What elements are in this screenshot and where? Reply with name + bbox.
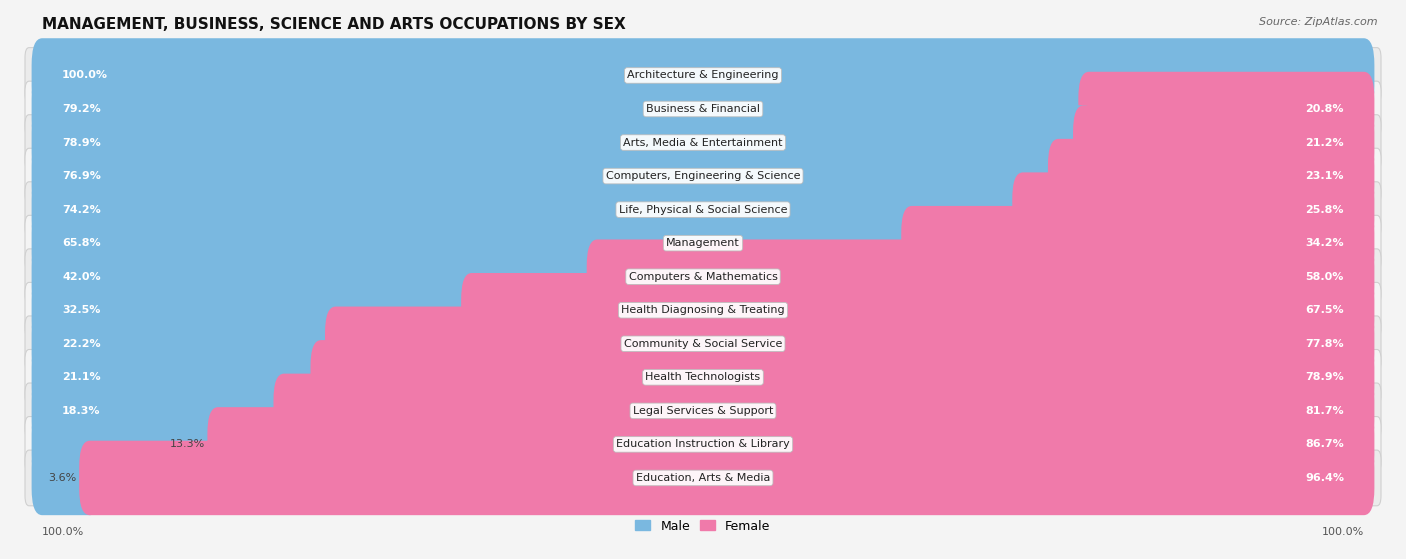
- Text: 79.2%: 79.2%: [62, 104, 101, 114]
- Text: 34.2%: 34.2%: [1305, 238, 1344, 248]
- Text: 20.8%: 20.8%: [1306, 104, 1344, 114]
- FancyBboxPatch shape: [25, 115, 1381, 170]
- FancyBboxPatch shape: [273, 373, 1375, 448]
- FancyBboxPatch shape: [79, 440, 1375, 515]
- Text: 21.2%: 21.2%: [1305, 138, 1344, 148]
- FancyBboxPatch shape: [25, 148, 1381, 204]
- FancyBboxPatch shape: [25, 48, 1381, 103]
- FancyBboxPatch shape: [25, 182, 1381, 238]
- FancyBboxPatch shape: [25, 215, 1381, 271]
- FancyBboxPatch shape: [31, 407, 229, 482]
- Text: 100.0%: 100.0%: [62, 70, 108, 80]
- FancyBboxPatch shape: [31, 139, 1069, 214]
- Text: Health Technologists: Health Technologists: [645, 372, 761, 382]
- Text: Source: ZipAtlas.com: Source: ZipAtlas.com: [1260, 17, 1378, 27]
- Text: 74.2%: 74.2%: [62, 205, 101, 215]
- Text: Education Instruction & Library: Education Instruction & Library: [616, 439, 790, 449]
- Text: 22.2%: 22.2%: [62, 339, 101, 349]
- FancyBboxPatch shape: [1047, 139, 1375, 214]
- FancyBboxPatch shape: [31, 72, 1099, 146]
- FancyBboxPatch shape: [25, 249, 1381, 305]
- FancyBboxPatch shape: [25, 349, 1381, 405]
- FancyBboxPatch shape: [1078, 72, 1375, 146]
- Text: Education, Arts & Media: Education, Arts & Media: [636, 473, 770, 483]
- Text: 13.3%: 13.3%: [170, 439, 205, 449]
- Text: MANAGEMENT, BUSINESS, SCIENCE AND ARTS OCCUPATIONS BY SEX: MANAGEMENT, BUSINESS, SCIENCE AND ARTS O…: [42, 17, 626, 32]
- FancyBboxPatch shape: [25, 450, 1381, 506]
- FancyBboxPatch shape: [25, 316, 1381, 372]
- Text: 18.3%: 18.3%: [62, 406, 100, 416]
- Text: Computers, Engineering & Science: Computers, Engineering & Science: [606, 171, 800, 181]
- Text: Life, Physical & Social Science: Life, Physical & Social Science: [619, 205, 787, 215]
- FancyBboxPatch shape: [207, 407, 1375, 482]
- FancyBboxPatch shape: [31, 38, 1375, 113]
- FancyBboxPatch shape: [25, 383, 1381, 439]
- Text: 100.0%: 100.0%: [42, 527, 84, 537]
- FancyBboxPatch shape: [1073, 105, 1375, 180]
- FancyBboxPatch shape: [25, 282, 1381, 338]
- Text: 77.8%: 77.8%: [1305, 339, 1344, 349]
- Text: 96.4%: 96.4%: [1305, 473, 1344, 483]
- Text: 42.0%: 42.0%: [62, 272, 101, 282]
- FancyBboxPatch shape: [31, 206, 922, 281]
- Text: 100.0%: 100.0%: [1322, 527, 1364, 537]
- Text: 65.8%: 65.8%: [62, 238, 101, 248]
- FancyBboxPatch shape: [31, 172, 1033, 247]
- Text: 23.1%: 23.1%: [1306, 171, 1344, 181]
- Text: 21.1%: 21.1%: [62, 372, 101, 382]
- FancyBboxPatch shape: [1012, 172, 1375, 247]
- Text: 58.0%: 58.0%: [1306, 272, 1344, 282]
- Legend: Male, Female: Male, Female: [630, 515, 776, 538]
- FancyBboxPatch shape: [461, 273, 1375, 348]
- Text: 86.7%: 86.7%: [1305, 439, 1344, 449]
- Text: 78.9%: 78.9%: [1305, 372, 1344, 382]
- Text: 32.5%: 32.5%: [62, 305, 100, 315]
- Text: 3.6%: 3.6%: [48, 473, 76, 483]
- FancyBboxPatch shape: [325, 306, 1375, 381]
- Text: 76.9%: 76.9%: [62, 171, 101, 181]
- FancyBboxPatch shape: [586, 239, 1375, 314]
- Text: Legal Services & Support: Legal Services & Support: [633, 406, 773, 416]
- Text: 78.9%: 78.9%: [62, 138, 101, 148]
- Text: 81.7%: 81.7%: [1305, 406, 1344, 416]
- FancyBboxPatch shape: [31, 306, 346, 381]
- FancyBboxPatch shape: [25, 81, 1381, 137]
- Text: Computers & Mathematics: Computers & Mathematics: [628, 272, 778, 282]
- FancyBboxPatch shape: [31, 440, 100, 515]
- FancyBboxPatch shape: [25, 416, 1381, 472]
- Text: Arts, Media & Entertainment: Arts, Media & Entertainment: [623, 138, 783, 148]
- Text: 67.5%: 67.5%: [1305, 305, 1344, 315]
- FancyBboxPatch shape: [31, 273, 482, 348]
- FancyBboxPatch shape: [31, 373, 295, 448]
- Text: Architecture & Engineering: Architecture & Engineering: [627, 70, 779, 80]
- Text: Health Diagnosing & Treating: Health Diagnosing & Treating: [621, 305, 785, 315]
- Text: Management: Management: [666, 238, 740, 248]
- FancyBboxPatch shape: [901, 206, 1375, 281]
- Text: Business & Financial: Business & Financial: [645, 104, 761, 114]
- Text: Community & Social Service: Community & Social Service: [624, 339, 782, 349]
- FancyBboxPatch shape: [31, 105, 1095, 180]
- FancyBboxPatch shape: [31, 239, 607, 314]
- FancyBboxPatch shape: [31, 340, 332, 415]
- FancyBboxPatch shape: [311, 340, 1375, 415]
- Text: 25.8%: 25.8%: [1306, 205, 1344, 215]
